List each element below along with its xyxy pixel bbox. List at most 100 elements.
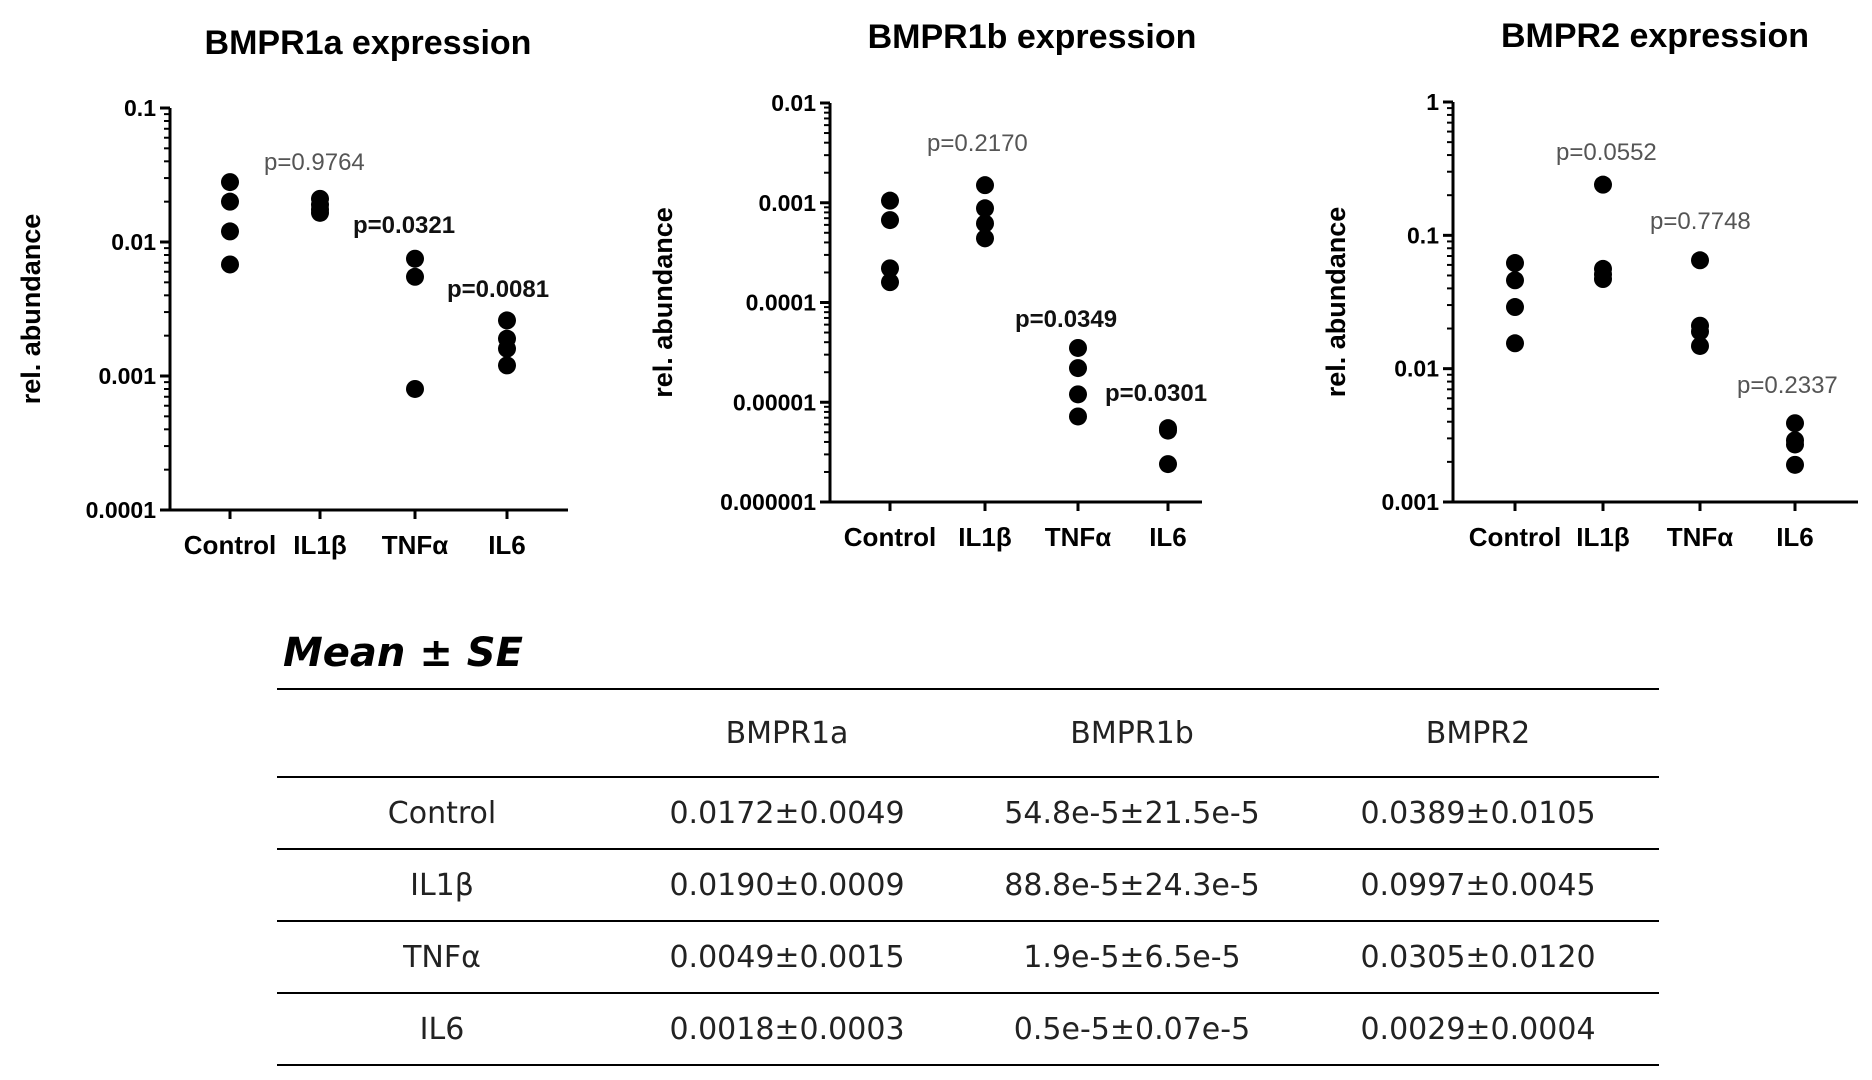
table-cell: 0.0190±0.0009	[607, 849, 967, 922]
charts-area: BMPR1a expression rel. abundance 0.0001 0.0…	[16, 17, 1858, 560]
chart3-title: BMPR2 expression	[1501, 17, 1809, 55]
table-row: TNFα 0.0049±0.0015 1.9e-5±6.5e-5 0.0305±…	[277, 921, 1659, 994]
chart3-point-il1	[1594, 270, 1612, 289]
header-cell-bmpr2: BMPR2	[1297, 688, 1659, 778]
chart1-y-tick-label: 0.1	[124, 95, 156, 121]
row-label: Control	[277, 777, 607, 850]
chart3-point-il1	[1594, 175, 1612, 194]
chart3-point-control	[1506, 298, 1524, 317]
table-row: IL6 0.0018±0.0003 0.5e-5±0.07e-5 0.0029±…	[277, 993, 1659, 1066]
chart2-point-control	[881, 259, 899, 278]
chart2-x-tick-label: IL1β	[958, 522, 1011, 552]
chart3-y-tick-label: 1	[1426, 89, 1439, 115]
header-cell-blank	[277, 688, 607, 778]
chart2-x-tick-label: TNFα	[1045, 522, 1112, 552]
table-cell: 88.8e-5±24.3e-5	[967, 849, 1297, 922]
table-cell: 0.0305±0.0120	[1297, 921, 1659, 994]
chart3-y-tick-label: 0.1	[1407, 222, 1439, 248]
chart1-y-tick-label: 0.01	[111, 229, 156, 255]
chart3-point-il6	[1786, 414, 1804, 433]
row-label: TNFα	[277, 921, 607, 994]
chart3-point-il6	[1786, 435, 1804, 454]
table-cell: 54.8e-5±21.5e-5	[967, 777, 1297, 850]
chart1-title: BMPR1a expression	[205, 24, 532, 62]
chart1-x-tick-label: Control	[184, 530, 276, 560]
table-cell: 0.0997±0.0045	[1297, 849, 1659, 922]
chart1-point-tnf	[406, 267, 424, 286]
table-header-row: BMPR1a BMPR1b BMPR2	[277, 688, 1659, 778]
chart1-point-control	[221, 192, 239, 211]
chart1-point-il6	[498, 339, 516, 358]
chart3-point-tnf	[1691, 251, 1709, 270]
chart2-y-tick-label: 0.001	[758, 190, 816, 216]
mean-se-table: BMPR1a BMPR1b BMPR2 Control 0.0172±0.004…	[277, 688, 1659, 1066]
chart1-x-tick-label: TNFα	[382, 530, 449, 560]
chart2-point-il6	[1159, 455, 1177, 474]
chart2-y-tick-label: 0.0001	[746, 290, 817, 316]
chart1-point-control	[221, 222, 239, 241]
chart3-y-axis-label: rel. abundance	[1321, 207, 1351, 398]
chart2-point-tnf	[1069, 359, 1087, 378]
chart2-y-tick-label: 0.00001	[733, 389, 816, 415]
table-cell: 0.0029±0.0004	[1297, 993, 1659, 1066]
chart1-point-il6	[498, 356, 516, 375]
chart1-p-value-label: p=0.0321	[353, 212, 455, 239]
chart3-y-tick-label: 0.01	[1394, 356, 1439, 382]
chart1-y-tick-label: 0.0001	[86, 497, 157, 523]
table-row: Control 0.0172±0.0049 54.8e-5±21.5e-5 0.…	[277, 777, 1659, 850]
row-label: IL6	[277, 993, 607, 1066]
table-title: Mean ± SE	[283, 630, 523, 676]
chart3-p-value-label: p=0.0552	[1556, 139, 1657, 166]
chart1-point-il1	[311, 203, 329, 222]
chart1-x-tick-label: IL6	[488, 530, 526, 560]
chart1-x-tick-label: IL1β	[293, 530, 346, 560]
table-cell: 0.0018±0.0003	[607, 993, 967, 1066]
header-cell-bmpr1a: BMPR1a	[607, 688, 967, 778]
chart2-x-tick-label: IL6	[1149, 522, 1187, 552]
chart2-point-il1	[976, 214, 994, 233]
chart2-p-value-label: p=0.2170	[927, 130, 1028, 157]
chart2-point-il1	[976, 229, 994, 248]
chart2-point-tnf	[1069, 407, 1087, 426]
chart2-point-control	[881, 211, 899, 230]
chart2-point-il1	[976, 199, 994, 218]
chart2-y-tick-label: 0.01	[771, 90, 816, 116]
chart1-p-value-label: p=0.9764	[264, 149, 365, 176]
chart2-point-tnf	[1069, 338, 1087, 357]
chart3-x-tick-label: IL1β	[1576, 522, 1629, 552]
chart3-point-control	[1506, 271, 1524, 290]
chart3-point-tnf	[1691, 322, 1709, 341]
table-cell: 0.5e-5±0.07e-5	[967, 993, 1297, 1066]
chart1-y-axis-label: rel. abundance	[16, 214, 46, 405]
chart2-point-control	[881, 191, 899, 210]
chart1-point-control	[221, 173, 239, 192]
chart2-point-il6	[1159, 421, 1177, 440]
table-row: IL1β 0.0190±0.0009 88.8e-5±24.3e-5 0.099…	[277, 849, 1659, 922]
table-cell: 1.9e-5±6.5e-5	[967, 921, 1297, 994]
chart3-point-tnf	[1691, 336, 1709, 355]
chart2-p-value-label: p=0.0349	[1015, 306, 1117, 333]
chart2-y-tick-label: 0.000001	[720, 489, 816, 515]
table-cell: 0.0389±0.0105	[1297, 777, 1659, 850]
chart3-x-tick-label: TNFα	[1667, 522, 1734, 552]
chart2-title: BMPR1b expression	[868, 18, 1197, 56]
chart1-point-control	[221, 255, 239, 274]
chart2-point-tnf	[1069, 385, 1087, 404]
chart3-y-tick-label: 0.001	[1381, 489, 1439, 515]
chart1-y-tick-label: 0.001	[98, 363, 156, 389]
chart3-p-value-label: p=0.7748	[1650, 208, 1751, 235]
chart3-point-il6	[1786, 455, 1804, 474]
chart2-p-value-label: p=0.0301	[1105, 380, 1207, 407]
header-cell-bmpr1b: BMPR1b	[967, 688, 1297, 778]
table-cell: 0.0049±0.0015	[607, 921, 967, 994]
chart2-x-tick-label: Control	[844, 522, 936, 552]
chart1-point-tnf	[406, 379, 424, 398]
chart1-point-tnf	[406, 249, 424, 268]
chart3-point-control	[1506, 334, 1524, 353]
chart1-p-value-label: p=0.0081	[447, 276, 549, 303]
chart3-x-tick-label: Control	[1469, 522, 1561, 552]
chart2-point-il1	[976, 176, 994, 195]
chart2-point-control	[881, 273, 899, 292]
chart3-p-value-label: p=0.2337	[1737, 372, 1838, 399]
chart3-point-control	[1506, 254, 1524, 273]
